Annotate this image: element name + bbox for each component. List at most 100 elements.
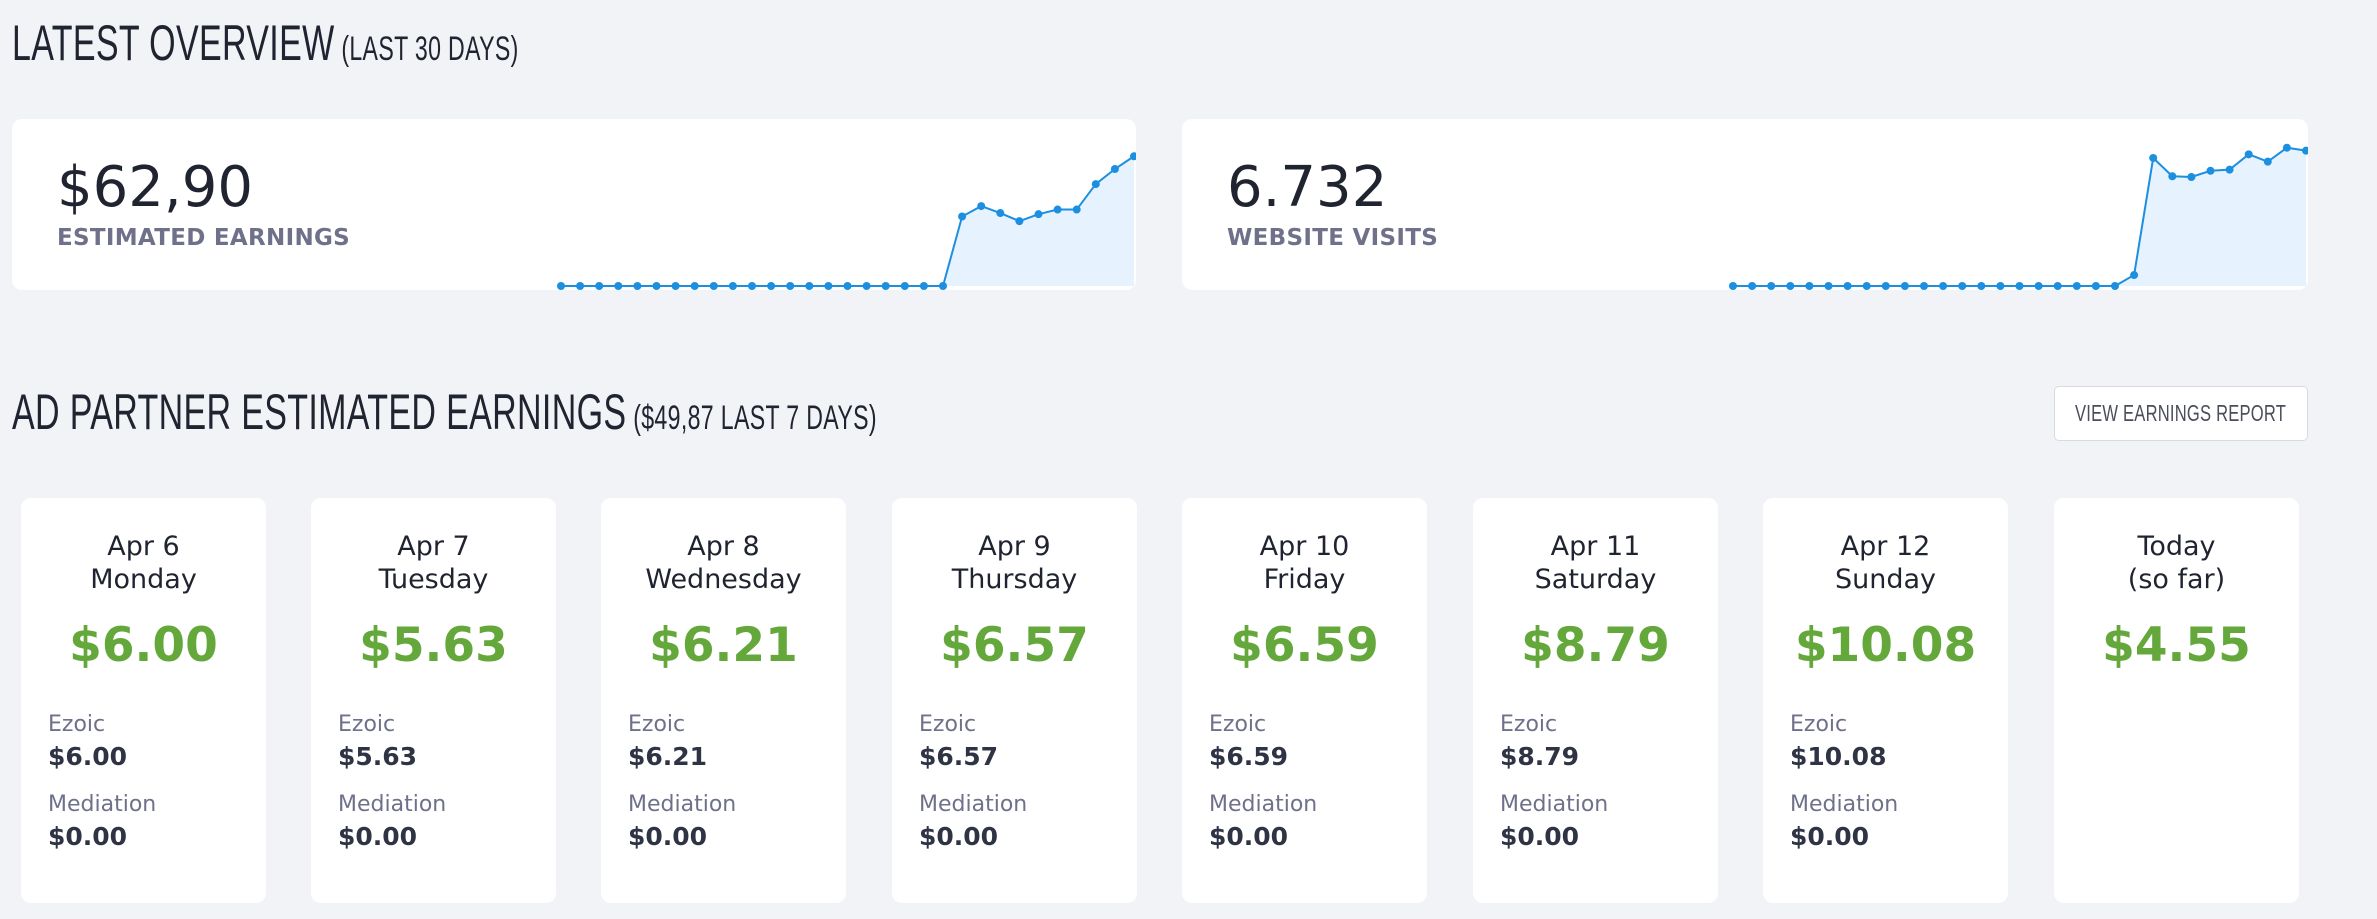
day-date-block: Apr 12 Sunday xyxy=(1763,530,2008,596)
mediation-value: $0.00 xyxy=(338,822,418,851)
day-date-block: Today (so far) xyxy=(2054,530,2299,596)
mediation-label: Mediation xyxy=(919,792,1028,817)
earnings-sparkline-point xyxy=(843,282,852,290)
mediation-value: $0.00 xyxy=(628,822,708,851)
day-card: Apr 9 Thursday $6.57 Ezoic $6.57 Mediati… xyxy=(892,498,1137,903)
mediation-label: Mediation xyxy=(1500,792,1609,817)
earnings-sparkline-point xyxy=(690,282,699,290)
day-weekday: Thursday xyxy=(951,564,1078,595)
visits-sparkline-point xyxy=(1881,282,1890,290)
day-total: $6.00 xyxy=(69,618,218,673)
earnings-sparkline-point xyxy=(1091,180,1100,189)
estimated-earnings-value: $62,90 xyxy=(57,155,253,220)
day-weekday: Saturday xyxy=(1534,564,1657,595)
earnings-sparkline-point xyxy=(652,282,661,290)
ezoic-label: Ezoic xyxy=(1500,712,1558,737)
earnings-sparkline-point xyxy=(1130,152,1136,161)
mediation-value: $0.00 xyxy=(1209,822,1289,851)
ezoic-value: $6.57 xyxy=(919,742,999,771)
earnings-sparkline-point xyxy=(900,282,909,290)
earnings-sparkline-point xyxy=(633,282,642,290)
earnings-sparkline-point xyxy=(958,212,967,221)
day-date: Today xyxy=(2137,531,2216,562)
day-weekday: Sunday xyxy=(1834,564,1937,595)
ezoic-value: $10.08 xyxy=(1790,742,1887,771)
day-total: $10.08 xyxy=(1794,618,1977,673)
ezoic-label: Ezoic xyxy=(48,712,106,737)
visits-sparkline-point xyxy=(2187,172,2196,181)
visits-sparkline-area xyxy=(1733,147,2306,286)
visits-sparkline-point xyxy=(2015,282,2024,290)
day-date: Apr 11 xyxy=(1550,531,1641,562)
day-date-block: Apr 7 Tuesday xyxy=(311,530,556,596)
mediation-label: Mediation xyxy=(1790,792,1899,817)
visits-sparkline-point xyxy=(2225,165,2234,174)
day-weekday: (so far) xyxy=(2127,564,2226,595)
earnings-sparkline-point xyxy=(748,282,756,290)
ezoic-value: $5.63 xyxy=(338,742,418,771)
earnings-sparkline-point xyxy=(786,282,795,290)
day-date: Apr 9 xyxy=(978,531,1051,562)
ezoic-label: Ezoic xyxy=(919,712,977,737)
earnings-sparkline-point xyxy=(557,282,565,290)
overview-title: LATEST OVERVIEW xyxy=(12,15,335,71)
ezoic-value: $6.59 xyxy=(1209,742,1289,771)
mediation-label: Mediation xyxy=(1209,792,1318,817)
day-card: Apr 8 Wednesday $6.21 Ezoic $6.21 Mediat… xyxy=(601,498,846,903)
website-visits-card: 6.732 WEBSITE VISITS xyxy=(1182,119,2308,290)
earnings-sparkline-point xyxy=(1015,217,1024,226)
day-date-block: Apr 8 Wednesday xyxy=(601,530,846,596)
website-visits-sparkline xyxy=(1729,143,2308,290)
day-total: $8.79 xyxy=(1521,618,1670,673)
earnings-sparkline-point xyxy=(671,282,680,290)
day-date: Apr 6 xyxy=(107,531,180,562)
day-date-block: Apr 10 Friday xyxy=(1182,530,1427,596)
visits-sparkline-point xyxy=(2302,146,2308,155)
earnings-sparkline-point xyxy=(805,282,814,290)
overview-heading: LATEST OVERVIEW (LAST 30 DAYS) xyxy=(12,14,519,72)
visits-sparkline-point xyxy=(1977,282,1986,290)
day-card: Apr 11 Saturday $8.79 Ezoic $8.79 Mediat… xyxy=(1473,498,1718,903)
earnings-sparkline-point xyxy=(1034,210,1043,219)
earnings-sparkline-point xyxy=(977,202,986,211)
earnings-sparkline-point xyxy=(614,282,623,290)
ezoic-label: Ezoic xyxy=(338,712,396,737)
day-total: $4.55 xyxy=(2102,618,2251,673)
visits-sparkline-point xyxy=(2149,153,2158,162)
ad-partner-heading: AD PARTNER ESTIMATED EARNINGS ($49,87 LAS… xyxy=(12,383,877,441)
earnings-sparkline-point xyxy=(1053,205,1062,214)
earnings-sparkline-point xyxy=(595,282,604,290)
visits-sparkline-point xyxy=(2263,157,2272,166)
visits-sparkline-point xyxy=(1748,282,1757,290)
website-visits-label: WEBSITE VISITS xyxy=(1227,225,1439,251)
visits-sparkline-point xyxy=(1920,282,1928,290)
visits-sparkline-point xyxy=(1996,282,2005,290)
day-date: Apr 10 xyxy=(1259,531,1350,562)
mediation-value: $0.00 xyxy=(48,822,128,851)
visits-sparkline-point xyxy=(2053,282,2062,290)
day-total: $5.63 xyxy=(359,618,508,673)
visits-sparkline-point xyxy=(2206,166,2215,175)
mediation-value: $0.00 xyxy=(919,822,999,851)
earnings-sparkline-point xyxy=(881,282,890,290)
mediation-label: Mediation xyxy=(628,792,737,817)
ad-partner-subtitle: ($49,87 LAST 7 DAYS) xyxy=(633,399,877,437)
visits-sparkline-point xyxy=(1862,282,1871,290)
visits-sparkline-point xyxy=(2072,282,2081,290)
day-total: $6.57 xyxy=(940,618,1089,673)
visits-sparkline-point xyxy=(2091,282,2100,290)
overview-subtitle: (LAST 30 DAYS) xyxy=(341,30,519,68)
earnings-sparkline-point xyxy=(919,282,928,290)
earnings-sparkline-point xyxy=(862,282,871,290)
visits-sparkline-point xyxy=(2130,271,2139,280)
earnings-sparkline-point xyxy=(728,282,737,290)
day-date-block: Apr 9 Thursday xyxy=(892,530,1137,596)
visits-sparkline-point xyxy=(1824,282,1833,290)
day-date: Apr 8 xyxy=(687,531,760,562)
visits-sparkline-point xyxy=(2282,143,2291,152)
day-card: Apr 6 Monday $6.00 Ezoic $6.00 Mediation… xyxy=(21,498,266,903)
ezoic-value: $8.79 xyxy=(1500,742,1580,771)
visits-sparkline-point xyxy=(1843,282,1852,290)
day-weekday: Tuesday xyxy=(378,564,489,595)
view-earnings-report-button[interactable]: VIEW EARNINGS REPORT xyxy=(2054,386,2308,441)
